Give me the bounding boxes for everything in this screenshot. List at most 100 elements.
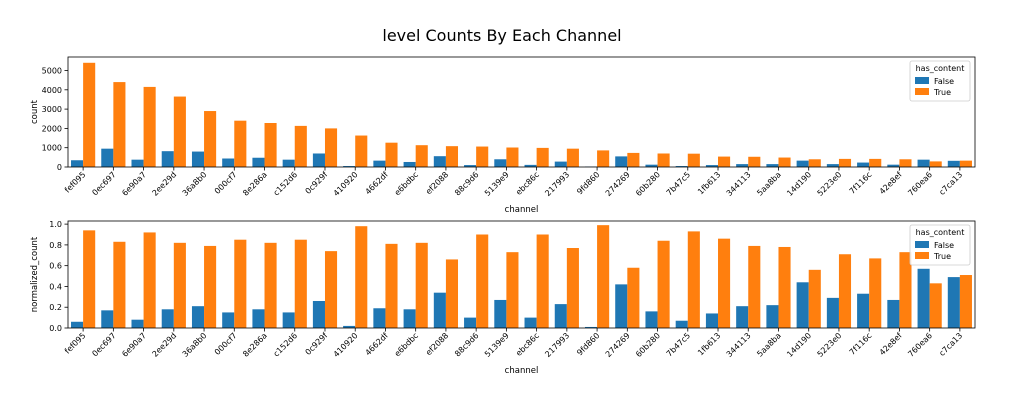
x-tick-label: 217993 bbox=[543, 331, 571, 359]
bar-true-ef2088 bbox=[445, 146, 459, 167]
bar-false-5223e0 bbox=[826, 297, 839, 328]
x-tick-label: 274269 bbox=[604, 331, 632, 359]
bar-false-e6bdbc bbox=[403, 161, 416, 167]
bar-false-410920 bbox=[343, 166, 356, 167]
bar-false-fef095 bbox=[71, 321, 84, 328]
bar-true-0ec697 bbox=[113, 82, 126, 167]
bar-false-0c929f bbox=[312, 300, 325, 328]
x-tick-label: c7ca13 bbox=[937, 170, 964, 197]
bar-true-ef2088 bbox=[445, 259, 459, 328]
bar-false-0c929f bbox=[312, 153, 325, 167]
x-tick-label: 410920 bbox=[332, 331, 360, 359]
bar-false-2ee29d bbox=[161, 309, 174, 328]
x-tick-label: 6e90a7 bbox=[120, 170, 148, 198]
bar-true-8e286a bbox=[264, 242, 277, 328]
bar-true-ebc86c bbox=[536, 234, 549, 328]
x-tick-label: 344113 bbox=[725, 170, 753, 198]
bar-true-88c9d6 bbox=[476, 146, 489, 167]
bar-false-5aa8ba bbox=[766, 305, 779, 328]
x-tick-label: 60b280 bbox=[634, 331, 662, 359]
legend: has_content False True bbox=[909, 60, 971, 102]
bar-false-5139e9 bbox=[494, 159, 507, 167]
y-tick-label: 2000 bbox=[42, 124, 62, 133]
bar-true-c7ca13 bbox=[959, 275, 972, 328]
x-tick-label: 4662df bbox=[364, 331, 390, 357]
bar-true-42e8ef bbox=[899, 159, 912, 167]
bar-true-2ee29d bbox=[173, 96, 186, 167]
bar-false-ebc86c bbox=[524, 317, 537, 328]
bar-false-ef2088 bbox=[433, 292, 446, 328]
bar-true-344113 bbox=[748, 245, 761, 328]
bar-false-60b280 bbox=[645, 164, 658, 167]
bar-true-000cf7 bbox=[234, 239, 247, 328]
y-tick-label: 0.2 bbox=[49, 303, 62, 312]
bar-false-8e286a bbox=[252, 309, 265, 328]
x-tick-label: 7f116c bbox=[848, 170, 874, 196]
y-tick-label: 3000 bbox=[42, 105, 62, 114]
bar-true-5139e9 bbox=[506, 147, 519, 167]
bar-false-5223e0 bbox=[826, 164, 839, 167]
legend-swatch-false bbox=[915, 77, 929, 84]
bar-true-410920 bbox=[355, 135, 368, 167]
bar-false-000cf7 bbox=[222, 312, 235, 328]
bar-true-c152d6 bbox=[294, 125, 307, 167]
x-tick-label: fef095 bbox=[63, 170, 88, 195]
bar-true-4662df bbox=[385, 142, 398, 167]
x-tick-label: ef2088 bbox=[424, 331, 450, 357]
bar-true-7f116c bbox=[869, 258, 882, 328]
x-tick-label: 9fd860 bbox=[575, 170, 601, 196]
x-tick-label: 5139e9 bbox=[483, 331, 511, 359]
bar-true-4662df bbox=[385, 243, 398, 328]
bar-true-5aa8ba bbox=[778, 246, 791, 328]
bar-false-36a8b0 bbox=[191, 306, 205, 328]
x-tick-label: 14d190 bbox=[785, 170, 813, 198]
bar-false-274269 bbox=[615, 156, 628, 167]
legend-title: has_content bbox=[916, 64, 965, 73]
y-tick-label: 1.0 bbox=[49, 220, 62, 229]
x-tick-label: 000cf7 bbox=[213, 170, 239, 196]
x-tick-label: 274269 bbox=[604, 170, 632, 198]
y-tick-label: 0.4 bbox=[49, 282, 62, 291]
bar-true-000cf7 bbox=[234, 120, 247, 167]
x-tick-label: 000cf7 bbox=[213, 331, 239, 357]
bar-true-5223e0 bbox=[838, 158, 852, 167]
y-axis-label: normalized_count bbox=[30, 236, 40, 312]
bar-false-344113 bbox=[736, 164, 749, 167]
bar-false-2ee29d bbox=[161, 151, 174, 167]
legend: has_content False True bbox=[909, 224, 971, 266]
x-tick-label: c7ca13 bbox=[937, 331, 964, 358]
bar-true-1fb613 bbox=[718, 156, 731, 167]
x-tick-label: 36a8b0 bbox=[181, 331, 209, 359]
bar-true-c152d6 bbox=[294, 239, 307, 328]
x-tick-label: 0ec697 bbox=[90, 170, 117, 197]
x-tick-label: 5223e0 bbox=[816, 170, 844, 198]
bar-true-36a8b0 bbox=[204, 245, 217, 328]
x-tick-label: 9fd860 bbox=[575, 331, 601, 357]
bar-false-000cf7 bbox=[222, 158, 235, 167]
bar-false-c152d6 bbox=[282, 159, 295, 167]
bar-true-6e90a7 bbox=[143, 86, 156, 167]
bar-false-1fb613 bbox=[705, 165, 719, 167]
bar-true-7b47c5 bbox=[687, 153, 700, 167]
bar-true-344113 bbox=[748, 156, 761, 167]
bar-true-5223e0 bbox=[838, 254, 852, 328]
bar-false-217993 bbox=[554, 161, 567, 167]
bar-true-217993 bbox=[566, 248, 579, 328]
bar-true-7f116c bbox=[869, 158, 882, 167]
bar-false-ebc86c bbox=[524, 164, 537, 167]
plot-frame bbox=[67, 220, 976, 329]
bar-false-5139e9 bbox=[494, 299, 507, 328]
bar-true-9fd860 bbox=[597, 150, 610, 167]
bar-false-760ea6 bbox=[917, 268, 930, 328]
x-tick-label: 88c9d6 bbox=[453, 331, 480, 358]
bar-true-9fd860 bbox=[597, 225, 610, 328]
bar-true-60b280 bbox=[657, 153, 670, 167]
x-tick-label: 5aa8ba bbox=[755, 331, 783, 359]
x-tick-label: 2ee29d bbox=[151, 331, 179, 359]
bar-true-760ea6 bbox=[929, 283, 942, 328]
bar-false-7b47c5 bbox=[675, 320, 688, 328]
bar-false-344113 bbox=[736, 306, 749, 328]
y-tick-label: 0.8 bbox=[49, 241, 62, 250]
legend-label-false: False bbox=[934, 241, 954, 250]
